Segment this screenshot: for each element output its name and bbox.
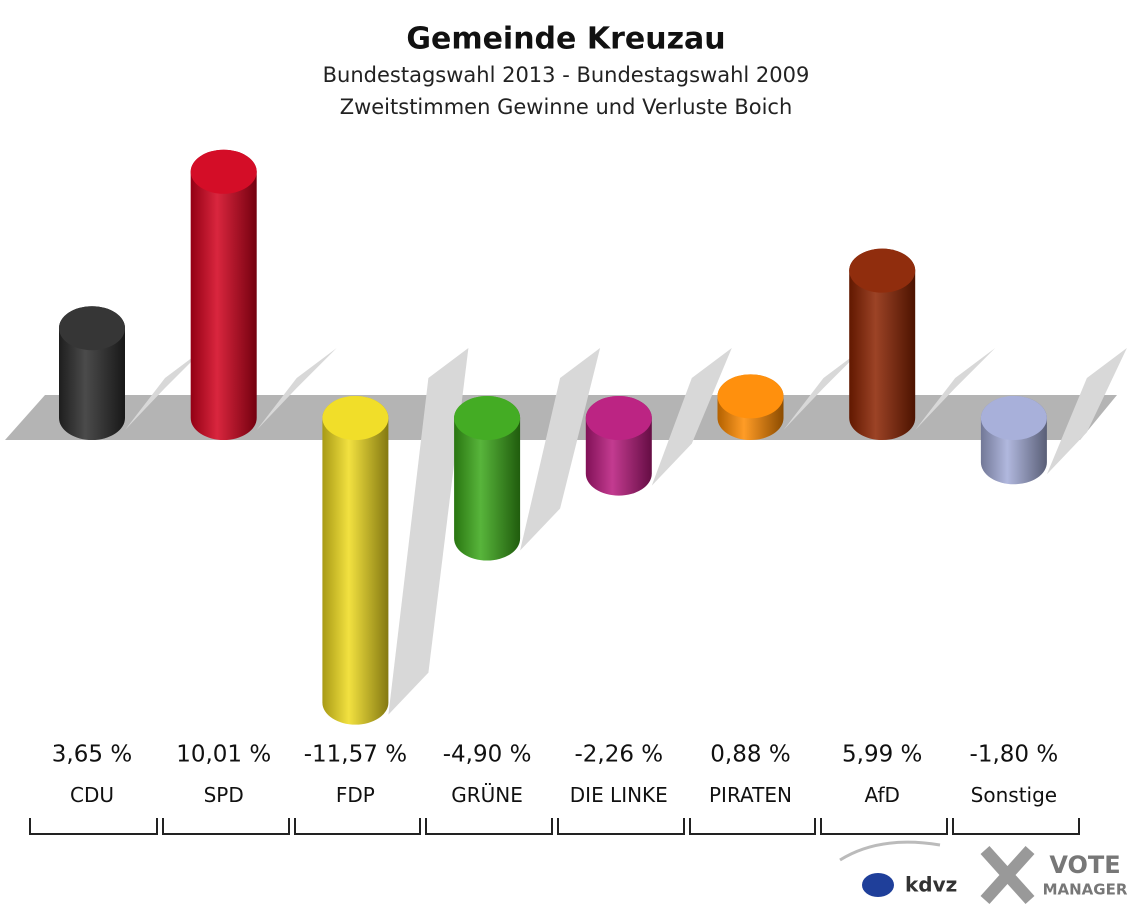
bars bbox=[59, 149, 1127, 725]
value-label: 0,88 % bbox=[710, 742, 790, 768]
value-label: 10,01 % bbox=[176, 742, 271, 768]
value-label: -2,26 % bbox=[574, 742, 663, 768]
category-label: AfD bbox=[864, 783, 900, 807]
bar-cap bbox=[190, 149, 257, 194]
category-label: GRÜNE bbox=[451, 783, 523, 807]
bar bbox=[454, 396, 521, 561]
bar bbox=[849, 248, 916, 440]
bar-cap bbox=[59, 306, 125, 351]
bar-shadow bbox=[651, 348, 732, 486]
bar-shadow bbox=[1046, 348, 1127, 475]
category-label: Sonstige bbox=[970, 783, 1058, 807]
bar bbox=[322, 396, 389, 725]
bar-cap bbox=[454, 396, 521, 440]
chart-subtitle: Zweitstimmen Gewinne und Verluste Boich bbox=[340, 95, 793, 119]
category-label: SPD bbox=[203, 783, 244, 807]
category-label: CDU bbox=[69, 783, 114, 807]
logo-manager: MANAGER bbox=[1043, 881, 1128, 899]
value-label: -1,80 % bbox=[970, 742, 1059, 768]
bar-cap bbox=[980, 396, 1047, 440]
logo: kdvz VOTE MANAGER bbox=[839, 840, 1128, 905]
bar-shadow bbox=[388, 348, 469, 715]
category-label: DIE LINKE bbox=[569, 783, 668, 807]
bar-cap bbox=[717, 374, 784, 419]
bar-cap bbox=[322, 396, 389, 440]
bar-shadow bbox=[520, 348, 601, 551]
chart-subtitle: Bundestagswahl 2013 - Bundestagswahl 200… bbox=[323, 63, 810, 87]
category-label: FDP bbox=[335, 783, 375, 807]
bar bbox=[190, 149, 257, 441]
chart-title: Gemeinde Kreuzau bbox=[406, 22, 725, 57]
logo-ball bbox=[862, 873, 894, 897]
logo-cross bbox=[980, 845, 1035, 905]
logo-vote: VOTE bbox=[1049, 851, 1120, 879]
category-label: PIRATEN bbox=[709, 783, 792, 807]
value-label: -4,90 % bbox=[443, 742, 532, 768]
logo-brand: kdvz bbox=[905, 873, 957, 897]
category-brackets bbox=[29, 818, 1080, 835]
value-label: 5,99 % bbox=[842, 742, 922, 768]
bar-cap bbox=[849, 248, 916, 293]
logo-swoosh bbox=[839, 840, 941, 862]
value-label: 3,65 % bbox=[52, 742, 132, 768]
bar-cap bbox=[585, 396, 652, 440]
value-label: -11,57 % bbox=[304, 742, 407, 768]
